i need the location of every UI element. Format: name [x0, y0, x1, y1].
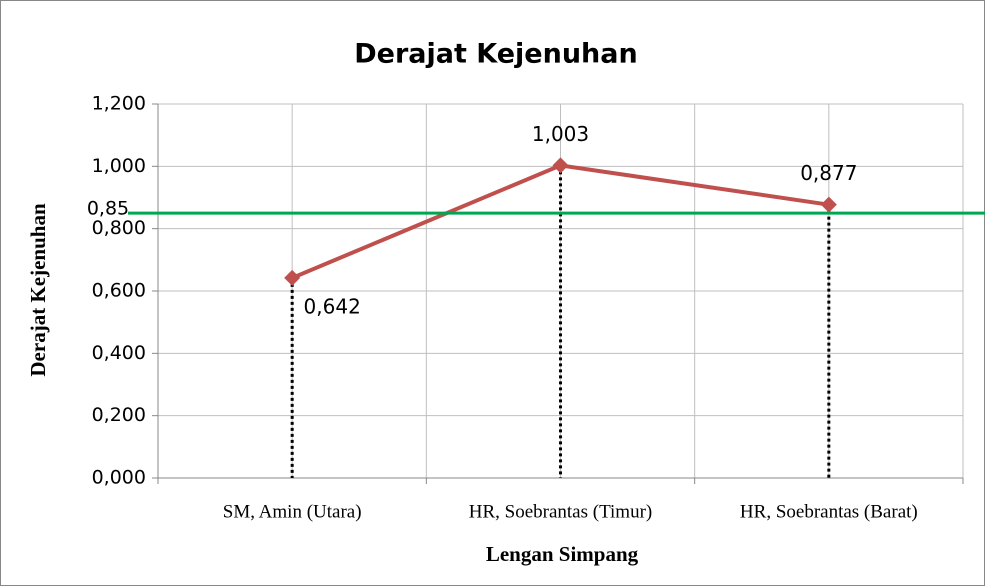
y-tick-label: 0,400: [92, 342, 146, 364]
y-tick-label: 0,600: [92, 280, 146, 302]
reference-label: 0,85: [87, 198, 129, 220]
data-label: 0,877: [800, 161, 857, 185]
y-axis-label: Derajat Kejenuhan: [26, 203, 50, 377]
point-marker: [820, 196, 837, 213]
y-tick-label: 1,000: [92, 155, 146, 177]
y-tick-label: 0,800: [92, 217, 146, 239]
y-tick-label: 1,200: [92, 93, 146, 115]
point-marker: [284, 269, 301, 286]
chart-title: Derajat Kejenuhan: [354, 39, 637, 70]
data-label: 1,003: [532, 122, 589, 146]
x-axis-label: Lengan Simpang: [486, 542, 639, 566]
y-tick-label: 0,200: [92, 404, 146, 426]
point-marker: [552, 157, 569, 174]
x-tick-label: SM, Amin (Utara): [223, 501, 362, 522]
y-tick-label: 0,000: [92, 467, 146, 489]
data-label: 0,642: [304, 294, 361, 318]
x-tick-label: HR, Soebrantas (Timur): [469, 501, 653, 522]
x-tick-label: HR, Soebrantas (Barat): [740, 501, 918, 522]
